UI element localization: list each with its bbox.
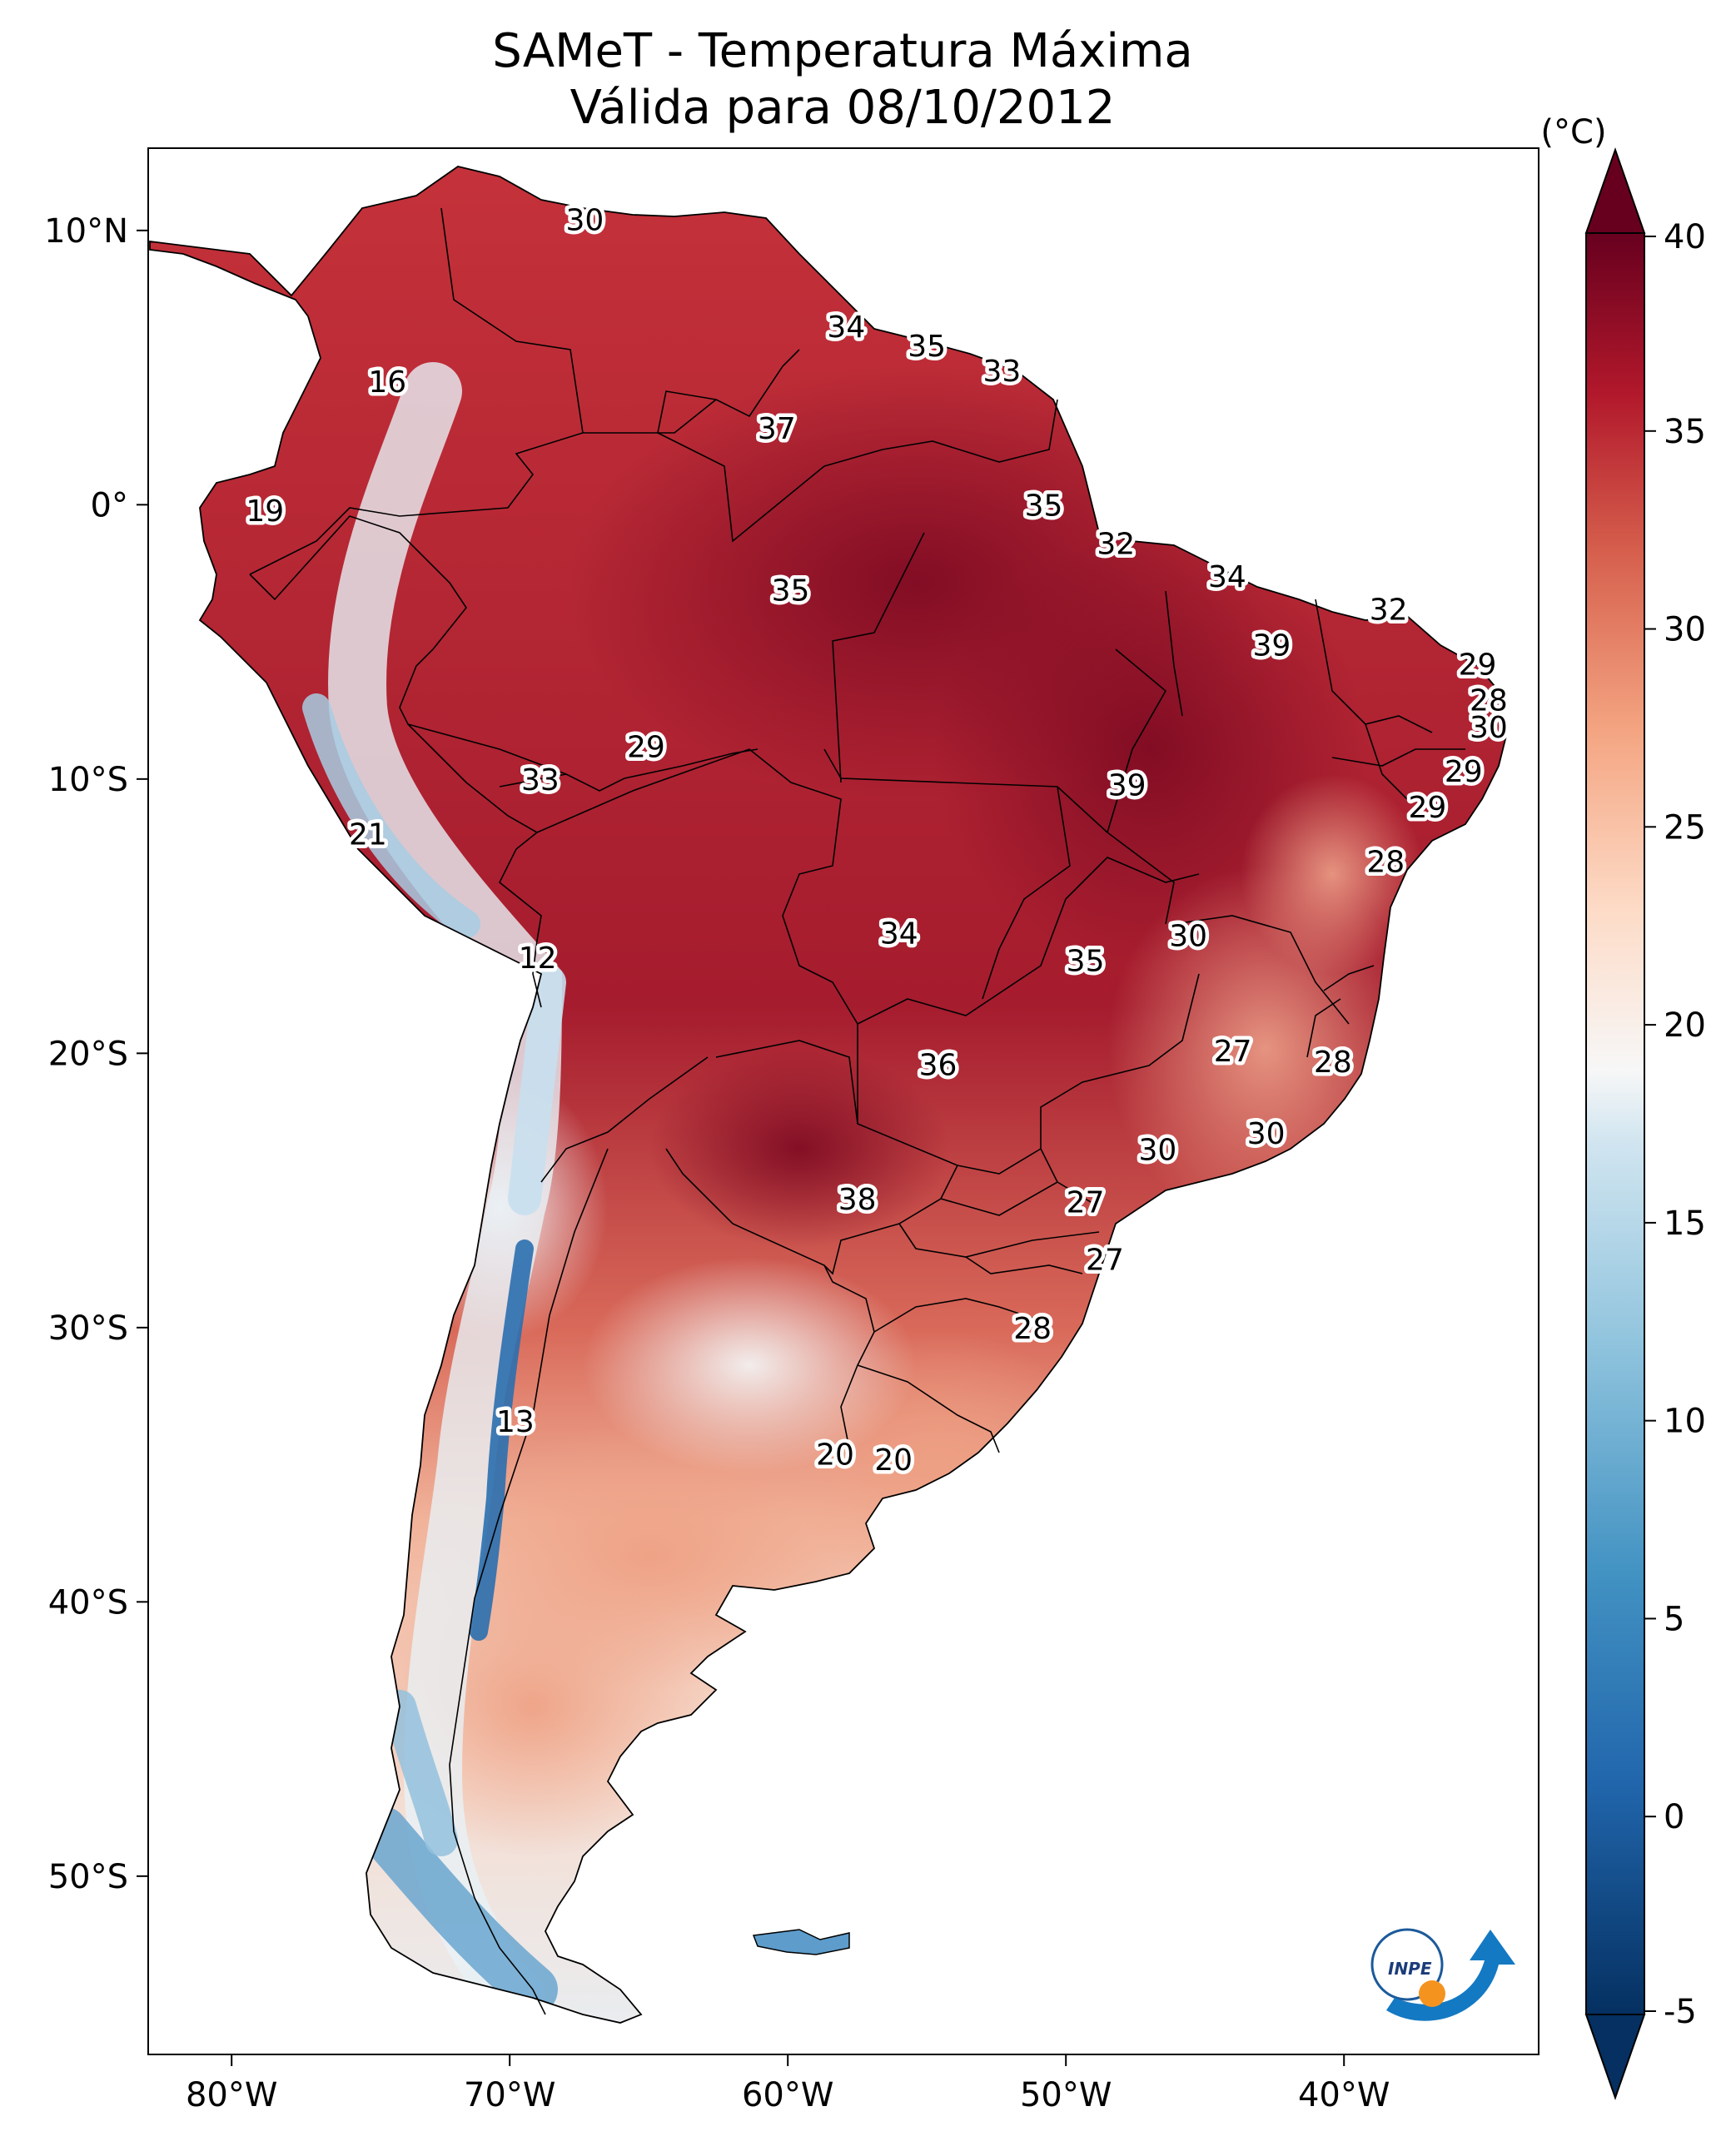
station-temperature-label: 12 [519,941,557,976]
station-temperature-label: 28 [1314,1046,1352,1080]
station-temperature-label: 32 [1370,594,1408,628]
x-tick-label: 50°W [1020,2076,1112,2114]
logo-swoosh-icon [1386,1930,1515,2021]
logo-label: INPE [1388,1959,1432,1979]
station-temperature-label: 28 [1366,846,1405,880]
country-borders [249,207,1465,2015]
colorbar-body [1585,232,1645,2015]
station-temperature-label: 30 [1139,1134,1177,1168]
station-temperature-label: 33 [982,355,1021,389]
station-temperature-label: 35 [1067,944,1105,978]
station-temperature-label: 35 [908,330,946,364]
station-temperature-label: 34 [880,917,918,951]
station-temperature-label: 34 [827,310,865,345]
station-temperature-label: 38 [838,1183,877,1217]
station-temperature-label: 29 [1459,648,1497,682]
station-temperature-label: 35 [772,574,810,608]
map-title: SAMeT - Temperatura Máxima [492,24,1193,78]
colorbar-tick-label: 40 [1664,218,1706,256]
colorbar-upper-arrow [1584,147,1646,234]
colorbar-unit-label: (°C) [1540,113,1606,152]
station-temperature-label: 30 [1169,920,1207,954]
station-temperature-label: 27 [1214,1035,1252,1069]
colorbar-tick-label: 10 [1664,1403,1706,1441]
x-tick-label: 40°W [1298,2076,1390,2114]
map-subtitle: Válida para 08/10/2012 [570,81,1116,135]
y-tick-label: 40°S [48,1583,128,1622]
station-temperature-label: 33 [521,763,560,797]
logo-sun-icon [1419,1980,1445,2007]
y-tick-label: 50°S [48,1858,128,1896]
inpe-logo: INPE [1370,1928,1515,2021]
y-tick-label: 10°S [48,761,128,799]
y-tick-label: 10°N [44,212,128,251]
station-temperature-label: 39 [1108,768,1147,802]
x-axis: 80°W 70°W 60°W 50°W 40°W [186,2054,1390,2114]
station-temperature-label: 27 [1086,1243,1124,1277]
y-tick-label: 0° [91,486,128,524]
station-temperature-label: 32 [1097,527,1135,561]
falkland-islands [752,1929,850,1955]
station-temperature-label: 13 [496,1405,535,1439]
station-temperature-label: 36 [919,1049,957,1083]
station-temperature-label: 35 [1025,489,1063,523]
colorbar-lower-arrow [1584,2014,1646,2101]
station-temperature-label: 21 [349,818,387,852]
colorbar-tick-label: 25 [1664,808,1706,847]
station-temperature-label: 37 [758,412,796,446]
y-tick-label: 30°S [48,1309,128,1348]
colorbar-tick-label: 5 [1664,1600,1684,1638]
station-temperature-label: 30 [1247,1117,1286,1151]
x-tick-label: 70°W [464,2076,555,2114]
station-temperature-label: 19 [246,494,284,529]
colorbar-tick-label: 30 [1664,611,1706,649]
colorbar-tick-label: 35 [1664,413,1706,451]
colorbar-tick-label: 20 [1664,1006,1706,1045]
map-axes [147,147,1539,2055]
colorbar-tick-label: 15 [1664,1205,1706,1243]
station-temperature-label: 34 [1208,560,1246,594]
station-temperature-label: 27 [1067,1185,1105,1220]
y-tick-label: 20°S [48,1035,128,1073]
x-tick-label: 80°W [186,2076,277,2114]
colorbar-tick-label: -5 [1664,1993,1697,2031]
station-temperature-label: 28 [1013,1312,1052,1346]
station-temperature-label: 29 [627,730,665,764]
station-temperature-label: 39 [1252,628,1291,663]
y-axis: 10°N 0° 10°S 20°S 30°S 40°S 50°S [44,212,148,1896]
station-temperature-label: 30 [1470,711,1508,745]
station-temperature-label: 16 [368,365,406,400]
colorbar: (°C) 40 35 30 25 20 15 10 5 0 -5 [1540,113,1706,2101]
station-temperature-label: 30 [565,204,604,238]
station-temperature-label: 20 [874,1443,913,1478]
colorbar-tick-label: 0 [1664,1798,1684,1836]
station-temperature-label: 20 [816,1438,854,1472]
station-temperature-label: 29 [1408,791,1446,825]
station-temperature-label: 28 [1470,683,1508,718]
station-temperature-label: 29 [1445,755,1483,789]
x-tick-label: 60°W [742,2076,833,2114]
